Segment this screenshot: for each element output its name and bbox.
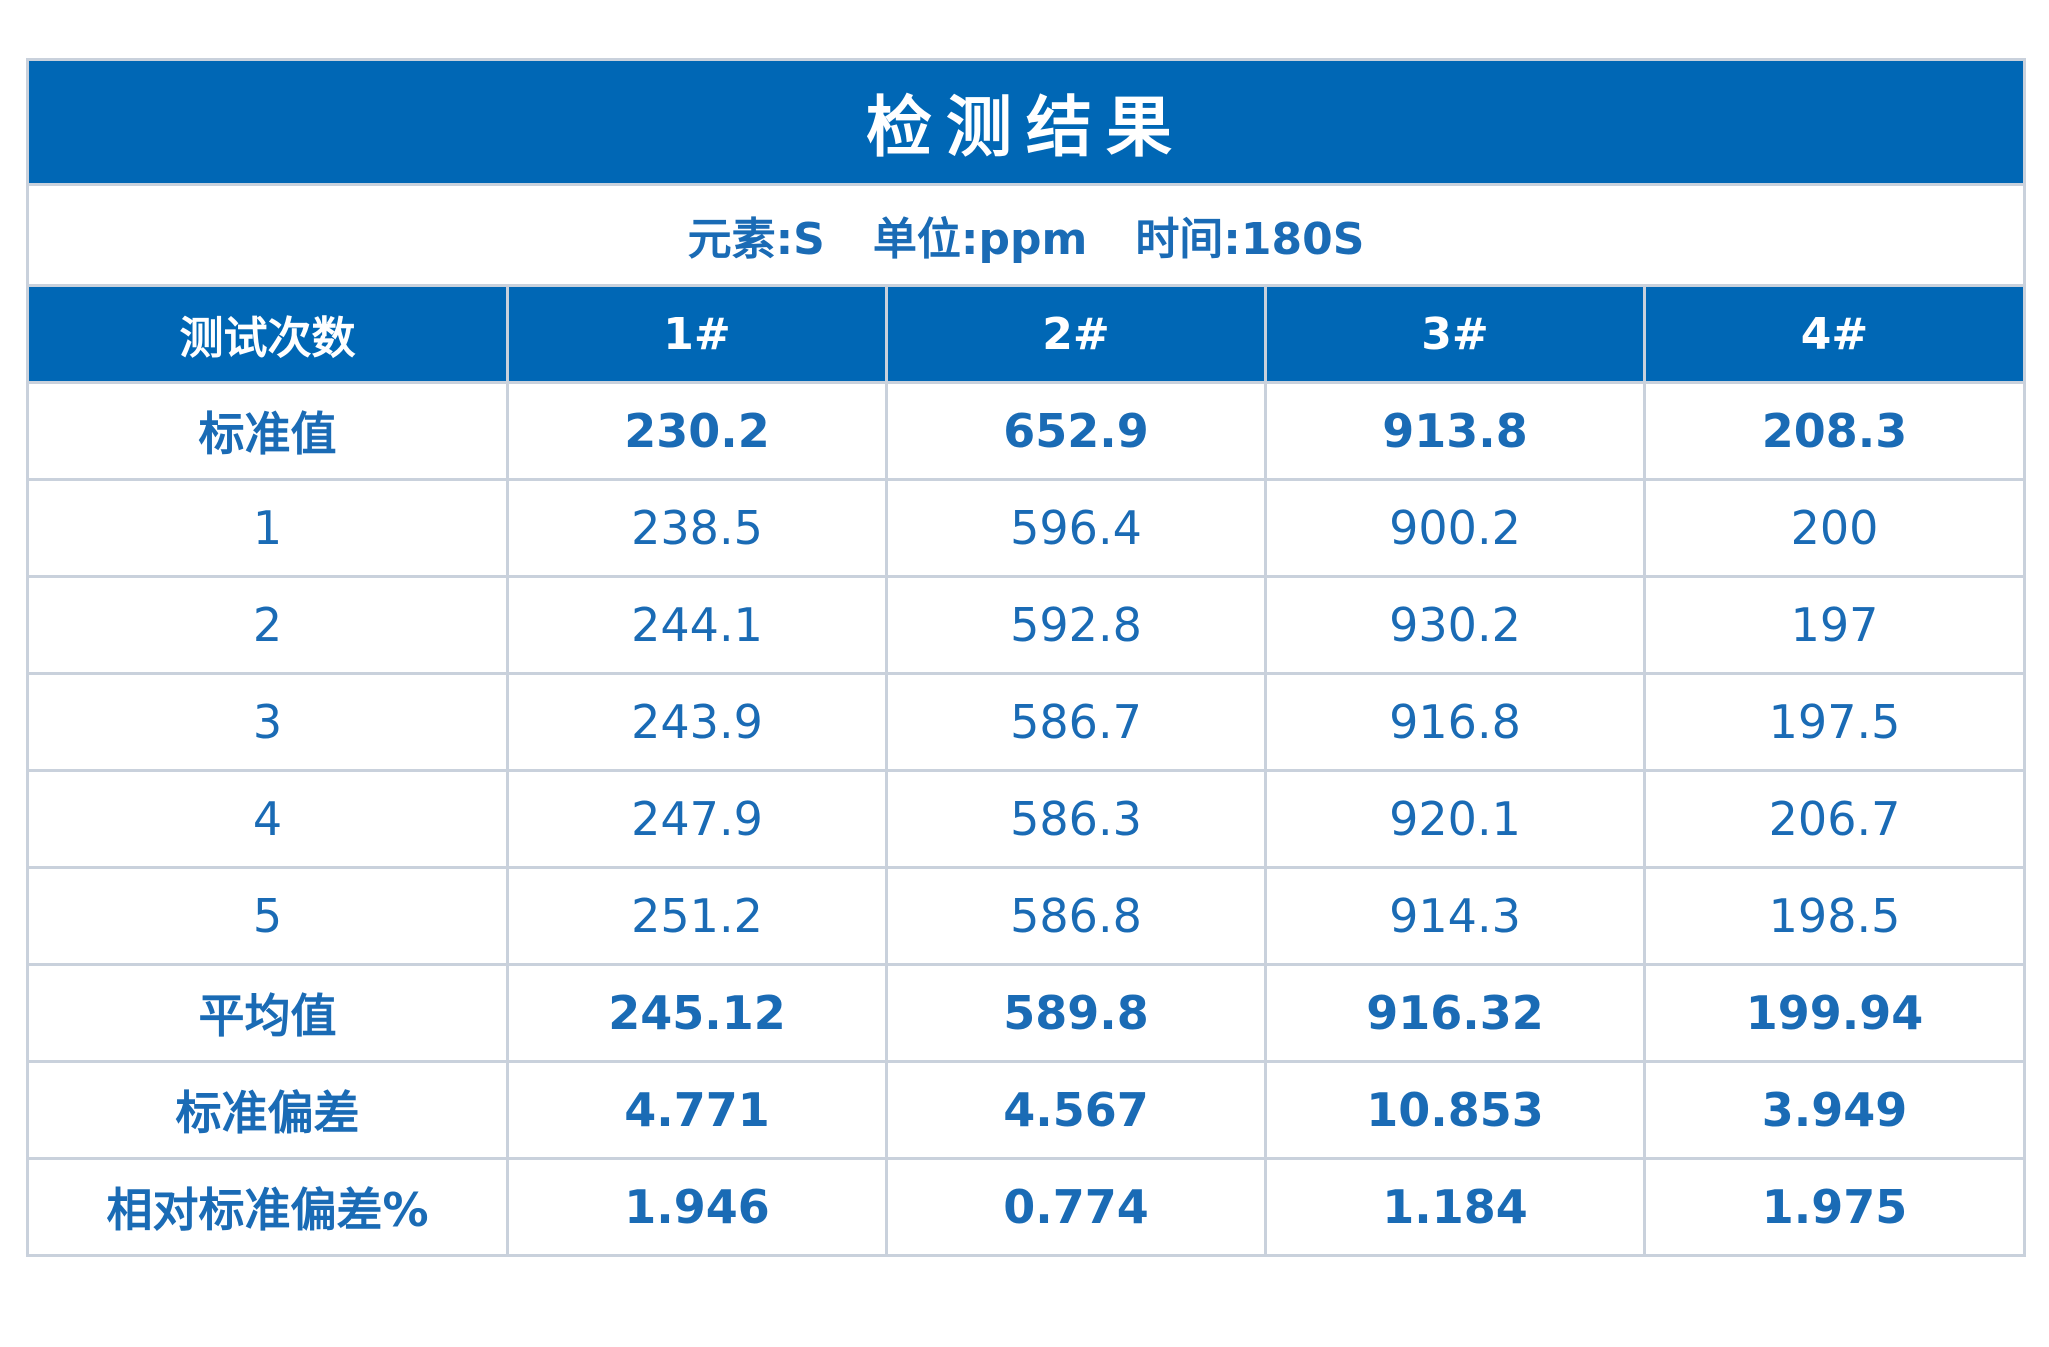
subtitle-item: 元素:S — [687, 214, 825, 265]
value-cell: 238.5 — [506, 478, 888, 578]
value-cell: 243.9 — [506, 672, 888, 772]
value-cell: 197 — [1642, 575, 2027, 675]
value-cell: 916.8 — [1264, 672, 1646, 772]
value-cell: 0.774 — [885, 1157, 1267, 1257]
value-cell: 900.2 — [1264, 478, 1646, 578]
value-cell: 916.32 — [1264, 963, 1646, 1063]
value-cell: 4.567 — [885, 1060, 1267, 1160]
value-cell: 200 — [1642, 478, 2027, 578]
table-row: 标准值 230.2 652.9 913.8 208.3 — [26, 381, 2027, 481]
table-title: 检测结果 — [25, 58, 2027, 186]
value-cell: 930.2 — [1264, 575, 1646, 675]
subtitle-item: 单位:ppm — [872, 214, 1088, 265]
title-row: 检测结果 — [25, 58, 2027, 186]
header-cell: 4# — [1642, 284, 2027, 384]
value-cell: 1.975 — [1642, 1157, 2027, 1257]
results-table: 检测结果 元素:S 单位:ppm 时间:180S 测试次数 1# 2# 3# 4# 标准值 2… — [25, 58, 2027, 1257]
header-cell: 测试次数 — [26, 284, 509, 384]
table-row: 相对标准偏差% 1.946 0.774 1.184 1.975 — [26, 1157, 2027, 1257]
table-row: 1 238.5 596.4 900.2 200 — [26, 478, 2027, 578]
table-row: 5 251.2 586.8 914.3 198.5 — [26, 866, 2027, 966]
value-cell: 10.853 — [1264, 1060, 1646, 1160]
value-cell: 914.3 — [1264, 866, 1646, 966]
row-label: 1 — [26, 478, 509, 578]
value-cell: 245.12 — [506, 963, 888, 1063]
subtitle-row: 元素:S 单位:ppm 时间:180S — [25, 183, 2027, 287]
row-label: 2 — [26, 575, 509, 675]
value-cell: 920.1 — [1264, 769, 1646, 869]
row-label: 平均值 — [26, 963, 509, 1063]
subtitle-item: 时间:180S — [1135, 214, 1365, 265]
value-cell: 3.949 — [1642, 1060, 2027, 1160]
value-cell: 247.9 — [506, 769, 888, 869]
value-cell: 230.2 — [506, 381, 888, 481]
value-cell: 4.771 — [506, 1060, 888, 1160]
row-label: 3 — [26, 672, 509, 772]
subtitle: 元素:S 单位:ppm 时间:180S — [25, 183, 2027, 287]
table-row: 标准偏差 4.771 4.567 10.853 3.949 — [26, 1060, 2027, 1160]
value-cell: 596.4 — [885, 478, 1267, 578]
table-row: 2 244.1 592.8 930.2 197 — [26, 575, 2027, 675]
value-cell: 586.3 — [885, 769, 1267, 869]
table-row: 3 243.9 586.7 916.8 197.5 — [26, 672, 2027, 772]
header-cell: 3# — [1264, 284, 1646, 384]
value-cell: 586.8 — [885, 866, 1267, 966]
value-cell: 1.946 — [506, 1157, 888, 1257]
table-row: 平均值 245.12 589.8 916.32 199.94 — [26, 963, 2027, 1063]
value-cell: 589.8 — [885, 963, 1267, 1063]
value-cell: 198.5 — [1642, 866, 2027, 966]
value-cell: 206.7 — [1642, 769, 2027, 869]
results-panel: 检测结果 元素:S 单位:ppm 时间:180S 测试次数 1# 2# 3# 4# 标准值 2… — [25, 58, 2027, 1257]
row-label: 5 — [26, 866, 509, 966]
header-row: 测试次数 1# 2# 3# 4# — [26, 284, 2027, 384]
value-cell: 592.8 — [885, 575, 1267, 675]
value-cell: 244.1 — [506, 575, 888, 675]
table-row: 4 247.9 586.3 920.1 206.7 — [26, 769, 2027, 869]
value-cell: 208.3 — [1642, 381, 2027, 481]
value-cell: 913.8 — [1264, 381, 1646, 481]
value-cell: 197.5 — [1642, 672, 2027, 772]
value-cell: 251.2 — [506, 866, 888, 966]
value-cell: 586.7 — [885, 672, 1267, 772]
header-cell: 2# — [885, 284, 1267, 384]
value-cell: 199.94 — [1642, 963, 2027, 1063]
row-label: 标准偏差 — [26, 1060, 509, 1160]
table-body: 检测结果 元素:S 单位:ppm 时间:180S 测试次数 1# 2# 3# 4# 标准值 2… — [25, 58, 2027, 1257]
value-cell: 652.9 — [885, 381, 1267, 481]
header-cell: 1# — [506, 284, 888, 384]
row-label: 4 — [26, 769, 509, 869]
row-label: 标准值 — [26, 381, 509, 481]
value-cell: 1.184 — [1264, 1157, 1646, 1257]
row-label: 相对标准偏差% — [26, 1157, 509, 1257]
